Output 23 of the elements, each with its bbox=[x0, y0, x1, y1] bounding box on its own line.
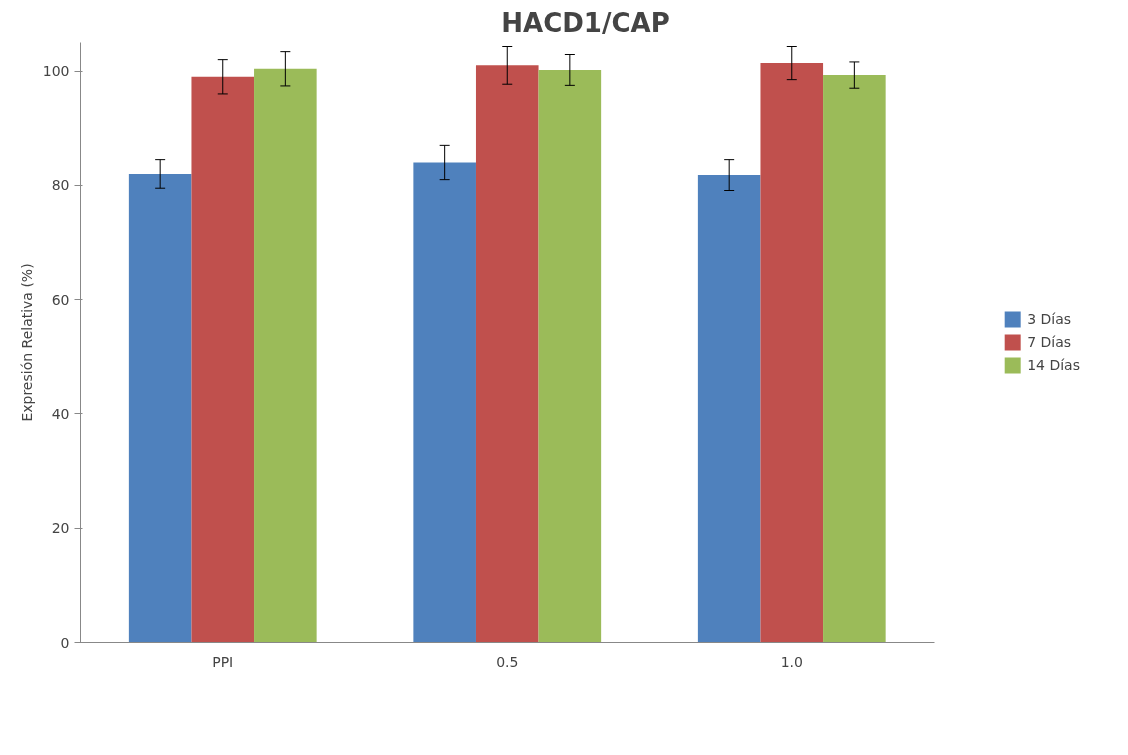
legend-label: 7 Días bbox=[1027, 334, 1072, 350]
bar bbox=[128, 173, 192, 643]
chart-title: HACD1/CAP bbox=[501, 7, 670, 38]
bar bbox=[254, 68, 317, 643]
bar bbox=[191, 76, 255, 643]
y-tick-label: 0 bbox=[60, 634, 70, 651]
x-tick-label: 1.0 bbox=[780, 653, 803, 670]
y-tick-label: 40 bbox=[51, 405, 70, 422]
bar bbox=[413, 162, 476, 643]
y-axis-title: Expresión Relativa (%) bbox=[18, 263, 35, 422]
legend-label: 14 Días bbox=[1027, 357, 1080, 373]
legend-label: 3 Días bbox=[1027, 311, 1072, 327]
y-tick-label: 80 bbox=[51, 177, 70, 194]
bar bbox=[697, 175, 761, 643]
bar bbox=[760, 63, 824, 643]
bar bbox=[475, 65, 539, 643]
bar bbox=[538, 69, 602, 643]
y-tick-label: 100 bbox=[42, 63, 70, 80]
y-tick-label: 20 bbox=[51, 520, 70, 537]
bar bbox=[823, 75, 886, 643]
y-tick-label: 60 bbox=[51, 291, 70, 308]
x-tick-label: PPI bbox=[212, 653, 234, 670]
x-tick-label: 0.5 bbox=[496, 653, 519, 670]
